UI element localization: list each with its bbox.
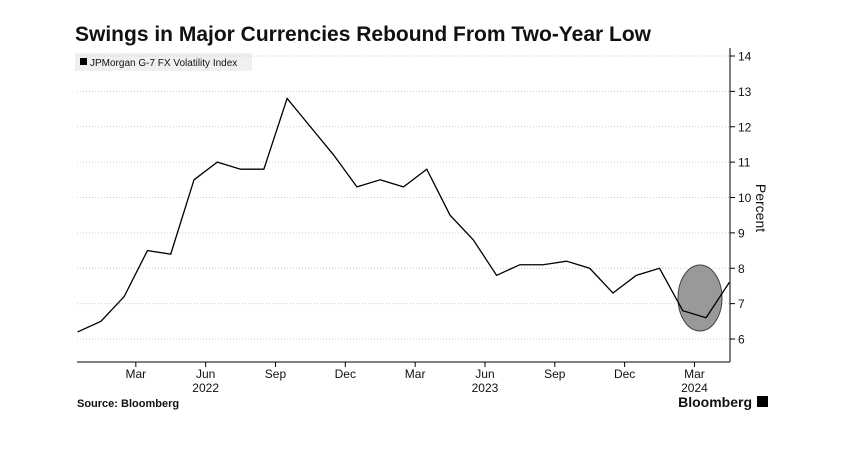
highlight-circle [677, 264, 723, 332]
chart-title: Swings in Major Currencies Rebound From … [75, 23, 652, 46]
x-tick-label: Dec [335, 367, 356, 381]
x-tick-label: Jun [196, 367, 215, 381]
y-tick-label: 11 [738, 156, 751, 170]
y-tick-label: 12 [738, 120, 752, 134]
x-year-label: 2023 [472, 381, 499, 395]
x-tick-label: Mar [125, 367, 146, 381]
y-tick-label: 13 [738, 85, 752, 99]
x-year-label: 2022 [192, 381, 219, 395]
y-tick-label: 9 [738, 226, 745, 240]
legend-swatch [80, 58, 87, 65]
x-year-label: 2024 [681, 381, 708, 395]
legend-label: JPMorgan G-7 FX Volatility Index [90, 58, 237, 69]
x-tick-label: Mar [684, 367, 705, 381]
x-tick-label: Jun [475, 367, 494, 381]
y-tick-label: 8 [738, 262, 745, 276]
x-tick-label: Sep [544, 367, 566, 381]
x-tick-label: Mar [405, 367, 426, 381]
x-tick-label: Dec [614, 367, 635, 381]
line [77, 97, 730, 333]
y-axis-label: Percent [753, 184, 769, 232]
y-tick-label: 10 [738, 191, 752, 205]
y-tick-label: 7 [738, 297, 745, 311]
brand: Bloomberg [678, 394, 752, 410]
source: Source: Bloomberg [77, 398, 179, 410]
x-tick-label: Sep [265, 367, 287, 381]
legend-box [75, 53, 252, 71]
y-tick-label: 6 [738, 333, 745, 347]
brand-icon [757, 396, 768, 407]
y-tick-label: 14 [738, 50, 752, 64]
